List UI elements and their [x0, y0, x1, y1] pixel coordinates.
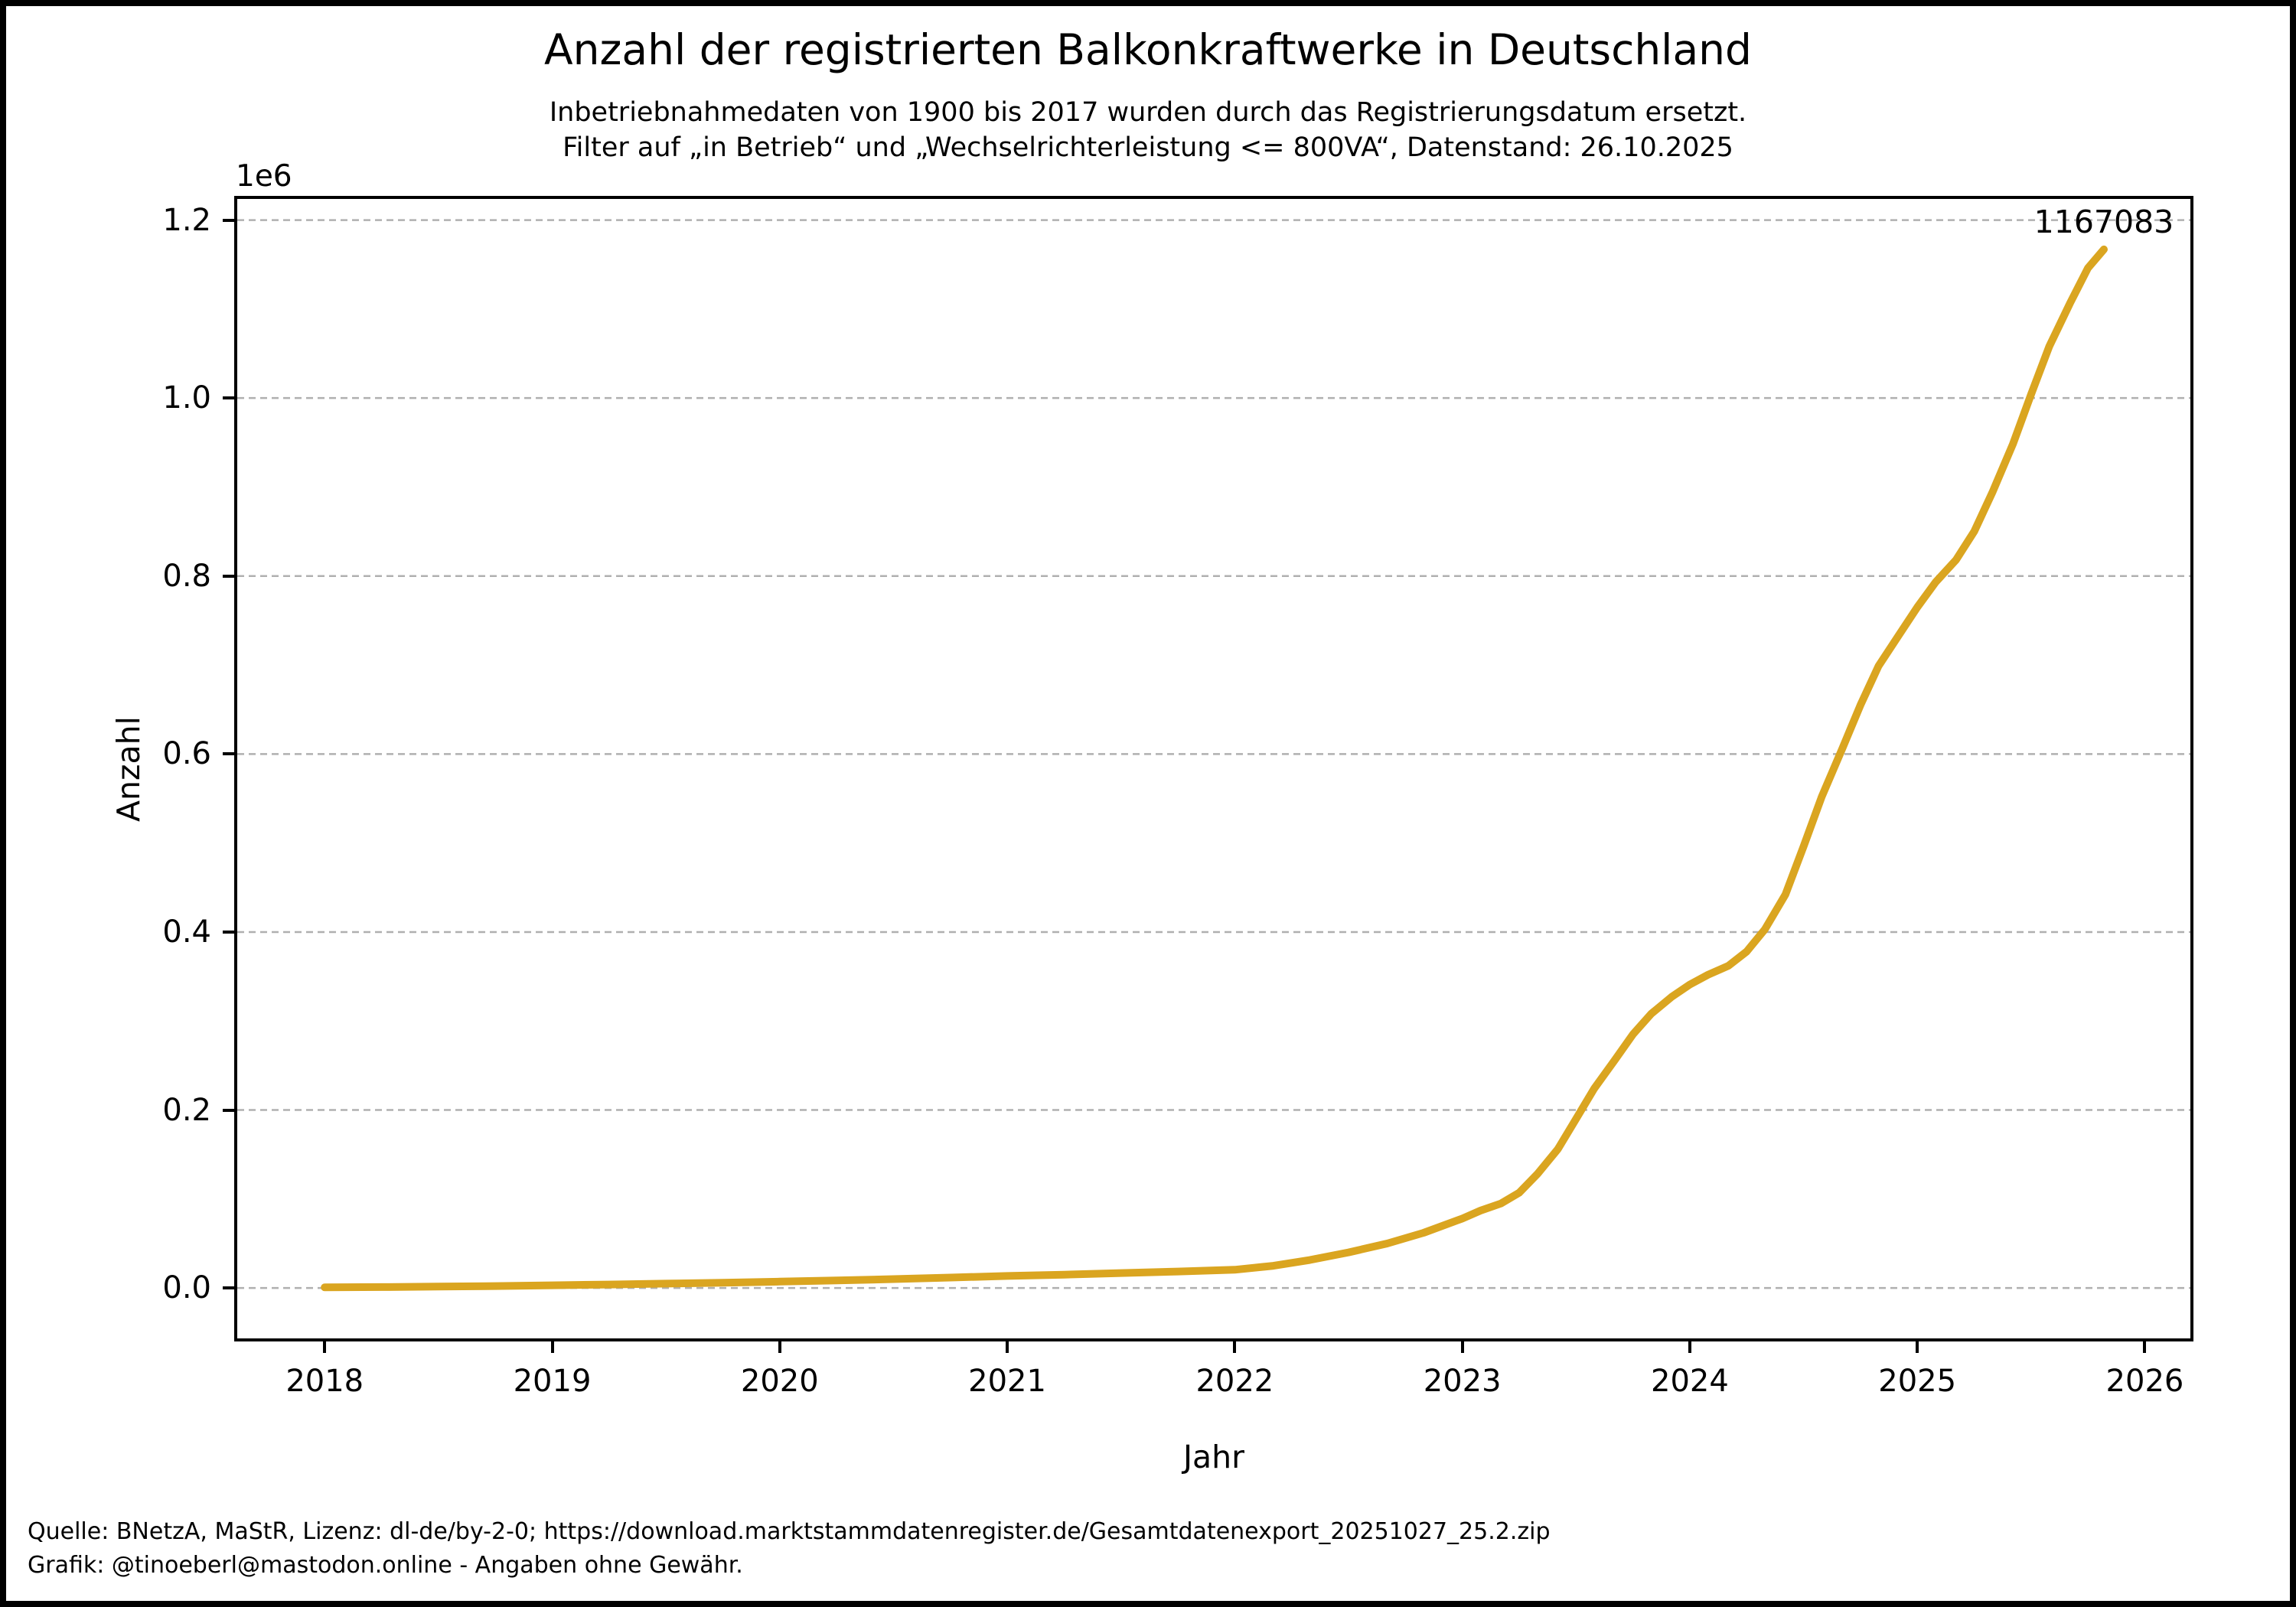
plot-area	[237, 219, 2190, 1292]
y-tick-mark	[223, 930, 236, 934]
y-axis-offset-label: 1e6	[236, 159, 292, 194]
x-tick-label: 2020	[740, 1364, 819, 1399]
y-tick-label: 0.0	[162, 1270, 211, 1306]
y-tick-mark	[223, 1108, 236, 1112]
data-line	[321, 245, 2108, 1292]
y-tick-label: 0.8	[162, 558, 211, 594]
x-tick-mark	[1233, 1340, 1237, 1353]
y-tick-label: 0.6	[162, 736, 211, 772]
x-tick-label: 2026	[2105, 1364, 2184, 1399]
x-tick-mark	[323, 1340, 327, 1353]
footer-source-line: Quelle: BNetzA, MaStR, Lizenz: dl-de/by-…	[28, 1518, 1551, 1545]
x-tick-mark	[1916, 1340, 1919, 1353]
subtitle-line-2: Filter auf „in Betrieb“ und „Wechselrich…	[563, 132, 1733, 163]
x-tick-mark	[1460, 1340, 1464, 1353]
x-tick-mark	[1688, 1340, 1691, 1353]
x-tick-label: 2025	[1878, 1364, 1957, 1399]
y-tick-mark	[223, 396, 236, 400]
x-tick-mark	[778, 1340, 781, 1353]
y-tick-mark	[223, 218, 236, 222]
x-tick-label: 2018	[285, 1364, 364, 1399]
x-tick-label: 2021	[968, 1364, 1046, 1399]
footer: Quelle: BNetzA, MaStR, Lizenz: dl-de/by-…	[28, 1515, 1551, 1583]
x-tick-mark	[2143, 1340, 2147, 1353]
y-tick-label: 0.4	[162, 914, 211, 950]
x-tick-label: 2024	[1651, 1364, 1729, 1399]
y-tick-mark	[223, 574, 236, 578]
last-value-annotation: 1167083	[2033, 203, 2174, 240]
x-tick-label: 2022	[1195, 1364, 1274, 1399]
y-tick-label: 0.2	[162, 1092, 211, 1128]
plot-border	[234, 196, 2193, 1341]
y-tick-mark	[223, 752, 236, 756]
x-tick-mark	[1006, 1340, 1009, 1353]
chart-title: Anzahl der registrierten Balkonkraftwerk…	[544, 25, 1752, 74]
x-tick-mark	[550, 1340, 554, 1353]
x-axis-label: Jahr	[1182, 1439, 1245, 1475]
subtitle-line-1: Inbetriebnahmedaten von 1900 bis 2017 wu…	[549, 97, 1747, 128]
y-tick-label: 1.0	[162, 380, 211, 416]
y-tick-mark	[223, 1286, 236, 1290]
x-tick-label: 2023	[1423, 1364, 1502, 1399]
footer-credit-line: Grafik: @tinoeberl@mastodon.online - Ang…	[28, 1552, 743, 1579]
chart-subtitle: Inbetriebnahmedaten von 1900 bis 2017 wu…	[6, 95, 2290, 165]
x-tick-label: 2019	[513, 1364, 592, 1399]
y-tick-label: 1.2	[162, 202, 211, 238]
